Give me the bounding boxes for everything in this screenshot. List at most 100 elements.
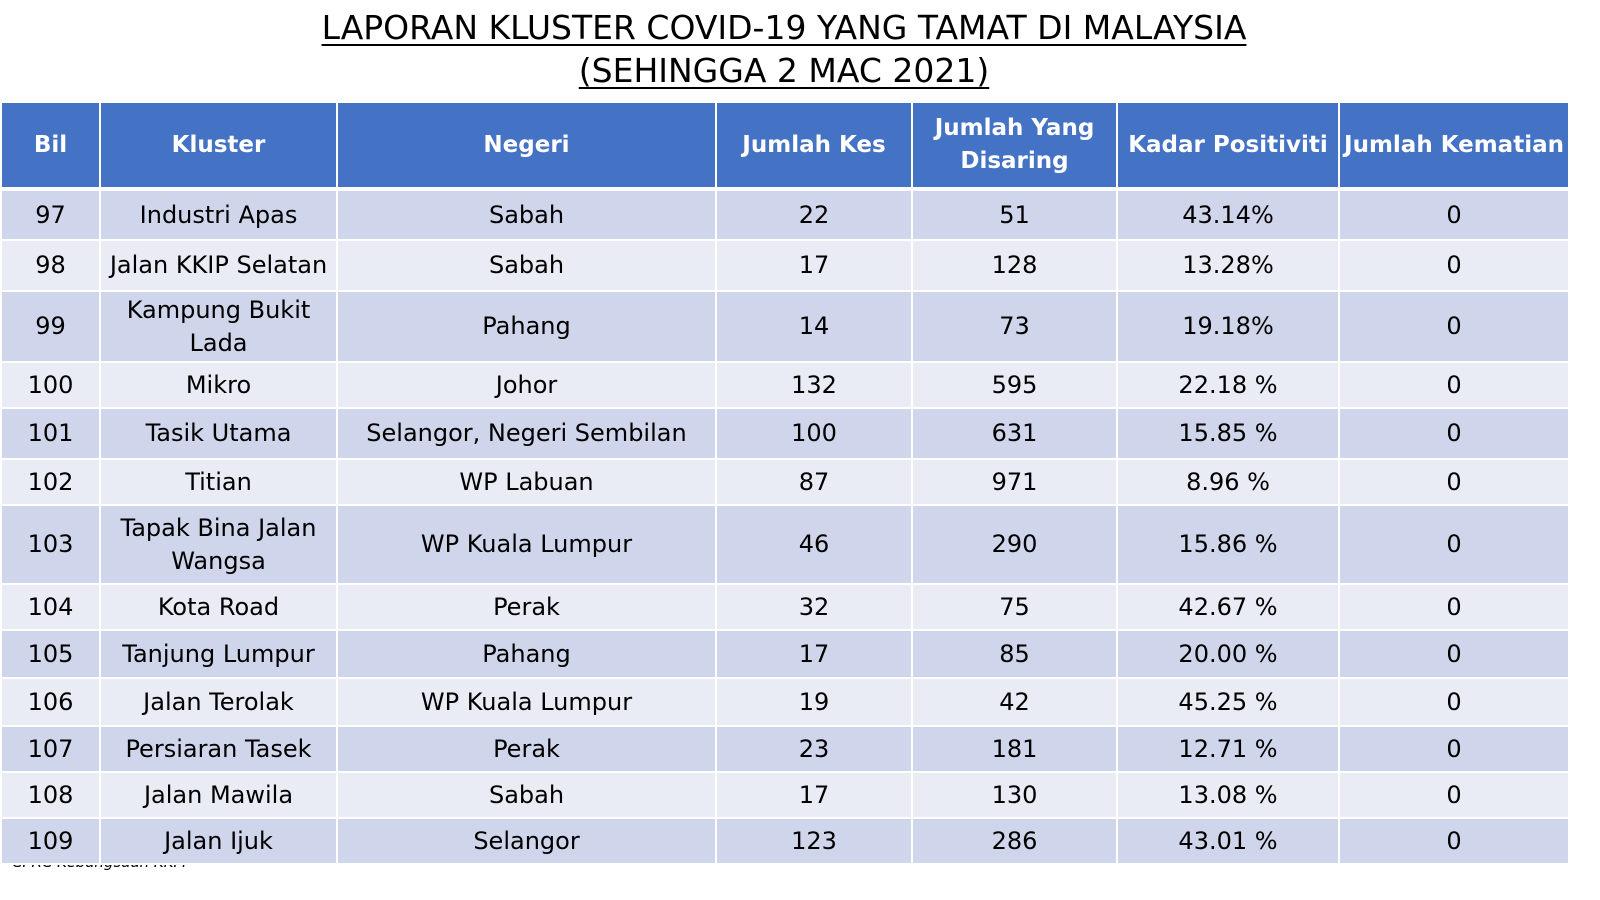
table-row: 108 Jalan Mawila Sabah 17 130 13.08 % 0	[0, 771, 1570, 819]
cell-jumlah-disaring: 85	[911, 629, 1118, 679]
cell-jumlah-kes: 46	[715, 504, 913, 585]
cell-kluster: Jalan Ijuk	[99, 817, 338, 865]
cell-kadar-positiviti: 43.14%	[1116, 188, 1340, 241]
header-kluster: Kluster	[99, 101, 338, 191]
table-row: 98 Jalan KKIP Selatan Sabah 17 128 13.28% 0	[0, 239, 1570, 292]
cell-kadar-positiviti: 13.08 %	[1116, 771, 1340, 819]
cell-jumlah-kes: 32	[715, 583, 913, 631]
header-jumlah-kes: Jumlah Kes	[715, 101, 913, 191]
table-row: 102 Titian WP Labuan 87 971 8.96 % 0	[0, 458, 1570, 506]
cell-negeri: Pahang	[336, 629, 717, 679]
cell-jumlah-kematian: 0	[1338, 290, 1570, 363]
cell-kluster: Mikro	[99, 361, 338, 409]
table-row: 100 Mikro Johor 132 595 22.18 % 0	[0, 361, 1570, 409]
cell-bil: 97	[0, 188, 101, 241]
cell-jumlah-kematian: 0	[1338, 817, 1570, 865]
cell-kluster: Kota Road	[99, 583, 338, 631]
header-bil: Bil	[0, 101, 101, 191]
cell-kluster: Tasik Utama	[99, 407, 338, 460]
cell-jumlah-kematian: 0	[1338, 583, 1570, 631]
cell-bil: 98	[0, 239, 101, 292]
cell-jumlah-disaring: 290	[911, 504, 1118, 585]
cell-bil: 106	[0, 677, 101, 727]
cell-negeri: Selangor	[336, 817, 717, 865]
cell-negeri: WP Kuala Lumpur	[336, 504, 717, 585]
cell-kadar-positiviti: 15.85 %	[1116, 407, 1340, 460]
cell-negeri: Sabah	[336, 239, 717, 292]
cell-jumlah-kes: 17	[715, 629, 913, 679]
cell-bil: 108	[0, 771, 101, 819]
cell-kluster: Jalan KKIP Selatan	[99, 239, 338, 292]
cell-kadar-positiviti: 19.18%	[1116, 290, 1340, 363]
table-row: 101 Tasik Utama Selangor, Negeri Sembilan 1…	[0, 407, 1570, 460]
cell-jumlah-disaring: 631	[911, 407, 1118, 460]
cell-jumlah-disaring: 181	[911, 725, 1118, 773]
table-row: 105 Tanjung Lumpur Pahang 17 85 20.00 % 0	[0, 629, 1570, 679]
cell-kluster: Jalan Terolak	[99, 677, 338, 727]
cell-kluster: Tapak Bina Jalan Wangsa	[99, 504, 338, 585]
cell-jumlah-kes: 22	[715, 188, 913, 241]
table-row: 99 Kampung Bukit Lada Pahang 14 73 19.18% 0	[0, 290, 1570, 363]
table-header: Bil Kluster Negeri Jumlah Kes Jumlah Yan…	[0, 101, 1570, 191]
cell-bil: 109	[0, 817, 101, 865]
cell-kadar-positiviti: 8.96 %	[1116, 458, 1340, 506]
cell-negeri: WP Kuala Lumpur	[336, 677, 717, 727]
table-row: 109 Jalan Ijuk Selangor 123 286 43.01 % 0	[0, 817, 1570, 865]
cell-jumlah-kematian: 0	[1338, 407, 1570, 460]
cell-jumlah-kes: 23	[715, 725, 913, 773]
cell-kluster: Jalan Mawila	[99, 771, 338, 819]
cell-jumlah-kes: 100	[715, 407, 913, 460]
title-line-2: (SEHINGGA 2 MAC 2021)	[578, 51, 990, 90]
header-row: Bil Kluster Negeri Jumlah Kes Jumlah Yan…	[0, 101, 1570, 191]
cell-negeri: Sabah	[336, 771, 717, 819]
cell-kadar-positiviti: 43.01 %	[1116, 817, 1340, 865]
header-jumlah-disaring: Jumlah Yang Disaring	[911, 101, 1118, 191]
header-kadar-positiviti: Kadar Positiviti	[1116, 101, 1340, 191]
cell-negeri: WP Labuan	[336, 458, 717, 506]
cell-jumlah-kematian: 0	[1338, 771, 1570, 819]
table-row: 104 Kota Road Perak 32 75 42.67 % 0	[0, 583, 1570, 631]
cell-jumlah-kematian: 0	[1338, 361, 1570, 409]
cell-kadar-positiviti: 13.28%	[1116, 239, 1340, 292]
cell-negeri: Pahang	[336, 290, 717, 363]
cell-kadar-positiviti: 12.71 %	[1116, 725, 1340, 773]
cell-jumlah-kematian: 0	[1338, 629, 1570, 679]
cell-bil: 107	[0, 725, 101, 773]
table-row: 97 Industri Apas Sabah 22 51 43.14% 0	[0, 188, 1570, 241]
cell-negeri: Selangor, Negeri Sembilan	[336, 407, 717, 460]
cell-jumlah-kematian: 0	[1338, 504, 1570, 585]
header-jumlah-kematian: Jumlah Kematian	[1338, 101, 1570, 191]
cell-jumlah-kematian: 0	[1338, 188, 1570, 241]
cell-jumlah-disaring: 73	[911, 290, 1118, 363]
cell-jumlah-kematian: 0	[1338, 239, 1570, 292]
cell-jumlah-disaring: 130	[911, 771, 1118, 819]
cell-kluster: Persiaran Tasek	[99, 725, 338, 773]
cell-kadar-positiviti: 15.86 %	[1116, 504, 1340, 585]
table-body: 97 Industri Apas Sabah 22 51 43.14% 0 98 Jalan K…	[0, 188, 1570, 865]
cell-negeri: Perak	[336, 725, 717, 773]
title-line-1: LAPORAN KLUSTER COVID-19 YANG TAMAT DI M…	[321, 8, 1247, 47]
cell-jumlah-disaring: 286	[911, 817, 1118, 865]
cell-bil: 99	[0, 290, 101, 363]
cell-jumlah-disaring: 42	[911, 677, 1118, 727]
cell-jumlah-kes: 123	[715, 817, 913, 865]
cell-kadar-positiviti: 42.67 %	[1116, 583, 1340, 631]
cell-kluster: Titian	[99, 458, 338, 506]
cell-jumlah-disaring: 75	[911, 583, 1118, 631]
cell-jumlah-disaring: 595	[911, 361, 1118, 409]
table-row: 103 Tapak Bina Jalan Wangsa WP Kuala Lumpu…	[0, 504, 1570, 585]
cluster-table: Bil Kluster Negeri Jumlah Kes Jumlah Yan…	[0, 101, 1570, 865]
cell-jumlah-kes: 132	[715, 361, 913, 409]
cell-bil: 100	[0, 361, 101, 409]
cell-jumlah-disaring: 971	[911, 458, 1118, 506]
cell-jumlah-disaring: 128	[911, 239, 1118, 292]
cell-kluster: Industri Apas	[99, 188, 338, 241]
cell-bil: 103	[0, 504, 101, 585]
cell-jumlah-kes: 14	[715, 290, 913, 363]
cell-bil: 105	[0, 629, 101, 679]
cell-bil: 102	[0, 458, 101, 506]
table-row: 107 Persiaran Tasek Perak 23 181 12.71 % 0	[0, 725, 1570, 773]
cell-kadar-positiviti: 45.25 %	[1116, 677, 1340, 727]
cell-jumlah-kes: 17	[715, 771, 913, 819]
